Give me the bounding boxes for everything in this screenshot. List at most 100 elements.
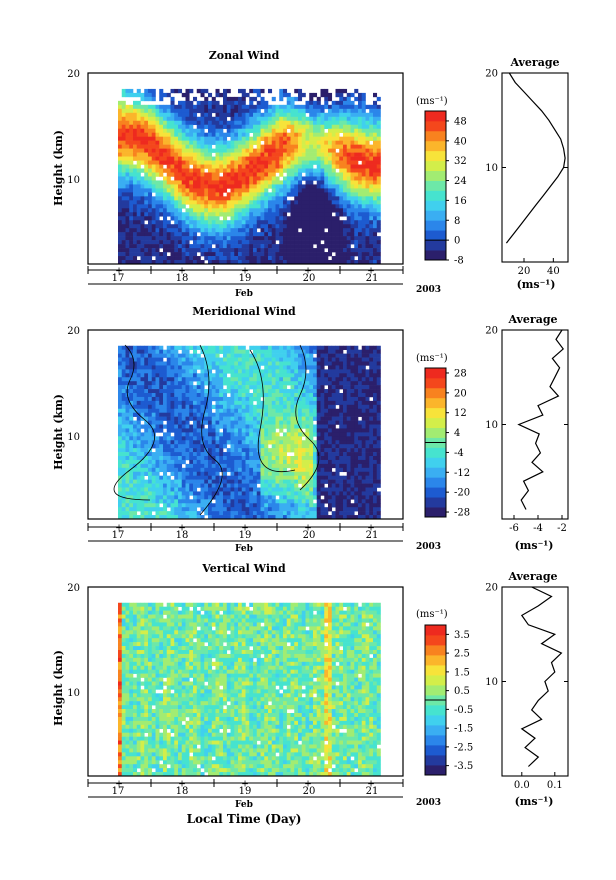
heatmap-cell	[118, 425, 122, 429]
heatmap-cell	[223, 440, 227, 444]
heatmap-cell	[137, 184, 141, 188]
heatmap-cell	[126, 421, 130, 425]
heatmap-cell	[339, 220, 343, 224]
heatmap-cell	[324, 161, 328, 165]
heatmap-cell	[246, 165, 250, 169]
heatmap-cell	[174, 389, 178, 393]
heatmap-cell	[328, 244, 332, 248]
heatmap-cell	[223, 172, 227, 176]
heatmap-cell	[249, 495, 253, 499]
heatmap-cell	[238, 145, 242, 149]
heatmap-cell	[287, 248, 291, 252]
heatmap-cell	[148, 350, 152, 354]
heatmap-cell	[294, 488, 298, 492]
heatmap-cell	[264, 354, 268, 358]
heatmap-cell	[182, 228, 186, 232]
heatmap-cell	[208, 256, 212, 260]
heatmap-cell	[298, 248, 302, 252]
heatmap-cell	[204, 488, 208, 492]
heatmap-cell	[242, 192, 246, 196]
heatmap-cell	[257, 216, 261, 220]
heatmap-cell	[133, 157, 137, 161]
heatmap-cell	[197, 176, 201, 180]
heatmap-cell	[238, 499, 242, 503]
heatmap-cell	[321, 141, 325, 145]
heatmap-cell	[167, 220, 171, 224]
heatmap-cell	[159, 244, 163, 248]
heatmap-cell	[354, 97, 358, 101]
heatmap-cell	[182, 480, 186, 484]
heatmap-cell	[373, 141, 377, 145]
heatmap-cell	[186, 240, 190, 244]
heatmap-cell	[193, 109, 197, 113]
heatmap-cell	[144, 369, 148, 373]
heatmap-cell	[197, 491, 201, 495]
heatmap-cell	[189, 129, 193, 133]
heatmap-cell	[257, 350, 261, 354]
heatmap-cell	[171, 413, 175, 417]
heatmap-cell	[246, 172, 250, 176]
heatmap-cell	[302, 157, 306, 161]
heatmap-cell	[246, 456, 250, 460]
heatmap-cell	[332, 188, 336, 192]
heatmap-cell	[287, 377, 291, 381]
heatmap-cell	[156, 169, 160, 173]
heatmap-cell	[231, 133, 235, 137]
heatmap-cell	[362, 117, 366, 121]
heatmap-cell	[159, 405, 163, 409]
heatmap-cell	[249, 145, 253, 149]
heatmap-cell	[126, 256, 130, 260]
heatmap-cell	[358, 192, 362, 196]
heatmap-cell	[366, 117, 370, 121]
heatmap-cell	[242, 350, 246, 354]
heatmap-cell	[163, 228, 167, 232]
heatmap-cell	[317, 212, 321, 216]
heatmap-cell	[167, 460, 171, 464]
heatmap-cell	[126, 425, 130, 429]
heatmap-cell	[343, 129, 347, 133]
heatmap-cell	[122, 468, 126, 472]
heatmap-cell	[178, 216, 182, 220]
heatmap-cell	[264, 125, 268, 129]
heatmap-cell	[246, 432, 250, 436]
heatmap-cell	[122, 161, 126, 165]
heatmap-cell	[186, 393, 190, 397]
heatmap-cell	[129, 93, 133, 97]
heatmap-cell	[148, 149, 152, 153]
heatmap-cell	[171, 350, 175, 354]
heatmap-cell	[141, 200, 145, 204]
heatmap-cell	[287, 232, 291, 236]
heatmap-cell	[133, 192, 137, 196]
heatmap-cell	[118, 248, 122, 252]
heatmap-cell	[122, 377, 126, 381]
zonal-profile-xlabel: (ms⁻¹)	[517, 278, 556, 291]
heatmap-cell	[141, 97, 145, 101]
heatmap-cell	[261, 196, 265, 200]
heatmap-cell	[231, 503, 235, 507]
heatmap-cell	[141, 362, 145, 366]
heatmap-cell	[294, 240, 298, 244]
heatmap-cell	[178, 381, 182, 385]
heatmap-cell	[242, 228, 246, 232]
heatmap-cell	[167, 393, 171, 397]
heatmap-cell	[354, 184, 358, 188]
heatmap-cell	[302, 161, 306, 165]
heatmap-cell	[133, 472, 137, 476]
heatmap-cell	[261, 499, 265, 503]
heatmap-cell	[339, 109, 343, 113]
heatmap-cell	[118, 464, 122, 468]
heatmap-cell	[238, 511, 242, 515]
heatmap-cell	[227, 200, 231, 204]
heatmap-cell	[317, 101, 321, 105]
heatmap-cell	[291, 236, 295, 240]
heatmap-cell	[208, 184, 212, 188]
heatmap-cell	[159, 417, 163, 421]
heatmap-cell	[283, 476, 287, 480]
heatmap-cell	[257, 464, 261, 468]
heatmap-cell	[227, 448, 231, 452]
heatmap-cell	[287, 204, 291, 208]
heatmap-cell	[373, 216, 377, 220]
heatmap-cell	[234, 381, 238, 385]
heatmap-cell	[223, 468, 227, 472]
heatmap-cell	[291, 421, 295, 425]
